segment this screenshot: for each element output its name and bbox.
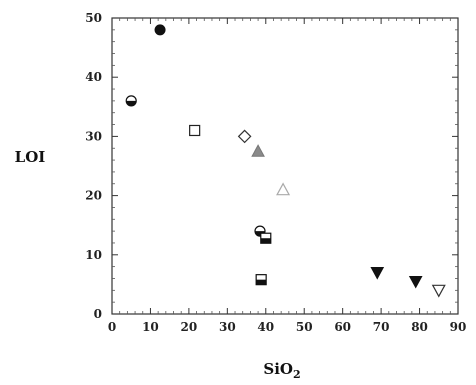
data-point-triangle-down-filled (408, 275, 423, 289)
data-point-circle-half (125, 95, 137, 107)
data-point-square-open (189, 124, 201, 137)
data-point-square-half (260, 232, 272, 244)
y-tick-label: 10 (85, 248, 102, 262)
plot-area (111, 17, 459, 315)
data-point-triangle-up-gray (251, 144, 265, 157)
marker-fill (260, 238, 271, 244)
x-tick-label: 40 (257, 320, 274, 334)
y-tick-label: 40 (85, 70, 102, 84)
y-tick-label: 30 (85, 129, 102, 143)
data-point-square-half (255, 274, 267, 286)
data-point-circle-filled (154, 24, 166, 36)
x-tick-label: 60 (334, 320, 351, 334)
x-tick-label: 50 (296, 320, 313, 334)
y-tick-label: 0 (94, 307, 102, 321)
axis-ticks (111, 17, 459, 315)
data-point-triangle-up-open (276, 182, 291, 196)
y-tick-label: 20 (85, 189, 102, 203)
x-tick-label: 70 (373, 320, 390, 334)
x-axis-label-main: SiO (263, 360, 293, 378)
marker-fill (126, 100, 137, 106)
data-point-triangle-down-filled (370, 267, 385, 280)
x-axis-label: SiO2 (263, 360, 300, 381)
marker-fill (256, 279, 267, 285)
data-points (125, 24, 446, 298)
data-point-triangle-down-open (431, 284, 446, 298)
x-tick-label: 10 (142, 320, 159, 334)
x-tick-label: 80 (411, 320, 428, 334)
y-axis-label: LOI (15, 148, 46, 166)
y-tick-label: 50 (85, 11, 102, 25)
x-tick-label: 0 (108, 320, 116, 334)
x-tick-label: 30 (219, 320, 236, 334)
tick-labels: 0 10 20 30 40 50 60 70 80 90 0 10 20 30 40 50 (85, 11, 466, 334)
x-tick-label: 90 (450, 320, 467, 334)
x-tick-label: 20 (181, 320, 198, 334)
x-axis-label-subscript: 2 (293, 368, 301, 381)
data-point-diamond-open (237, 129, 252, 144)
